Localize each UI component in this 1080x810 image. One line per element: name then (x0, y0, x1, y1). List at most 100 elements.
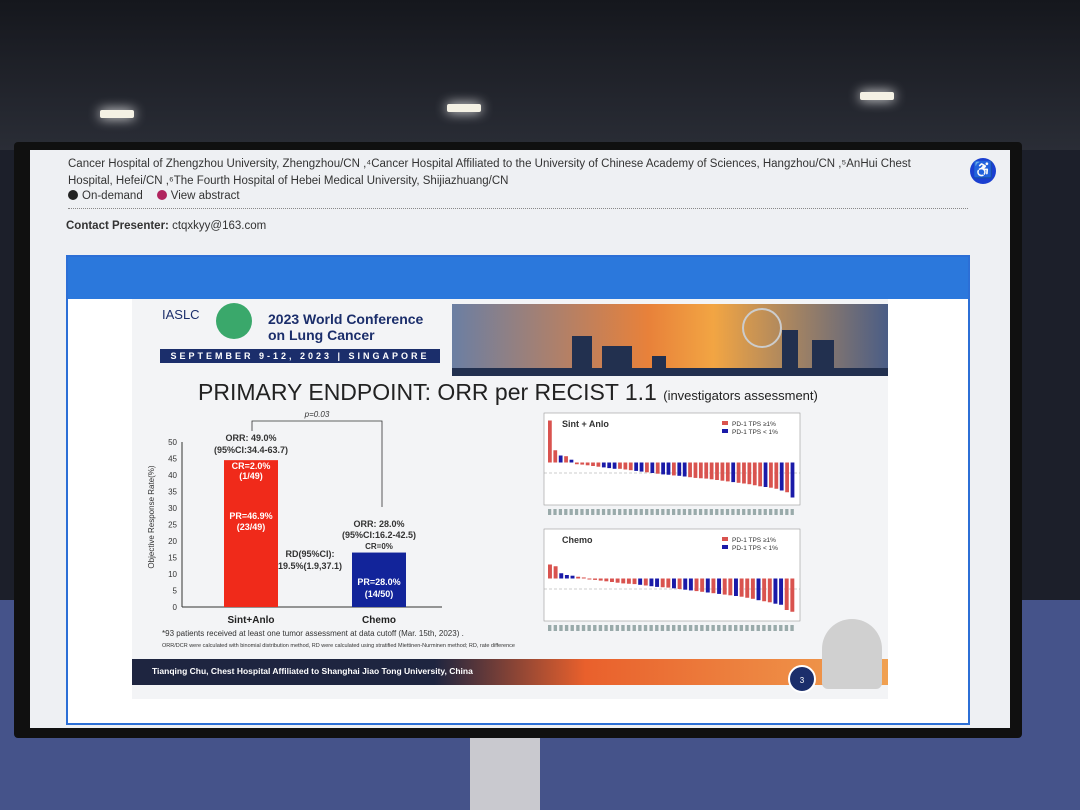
y-tick-label: 0 (173, 603, 178, 612)
waterfall-bar (574, 462, 579, 465)
waterfall-bar (649, 578, 654, 587)
panel-title: Sint + Anlo (562, 419, 609, 429)
ceiling-light (100, 110, 134, 118)
patient-id-label (569, 509, 573, 515)
patient-id-label (623, 509, 627, 515)
annotation-rd_val: 19.5%(1.9,37.1) (278, 561, 342, 571)
x-tick-label: Chemo (362, 615, 396, 626)
waterfall-bar (564, 575, 569, 579)
waterfall-bar (607, 462, 612, 469)
waterfall-bar (779, 462, 784, 491)
waterfall-bar (618, 462, 622, 469)
waterfall-bar (591, 462, 595, 466)
waterfall-bar (655, 578, 660, 587)
patient-id-label (626, 625, 631, 631)
waterfall-bar (709, 462, 714, 480)
bar-sintanlo (224, 460, 278, 607)
legend-label: PD-1 TPS < 1% (732, 545, 778, 552)
waterfall-bar (752, 462, 757, 486)
orr-bar-chart: 0 5 10 15 20 25 30 35 40 45 50 Objective Response R… (147, 410, 442, 626)
venue-ceiling (0, 0, 1080, 150)
p-value: p=0.03 (304, 410, 330, 419)
waterfall-bar (632, 578, 637, 585)
patient-id-label (779, 625, 783, 631)
affiliations: Cancer Hospital of Zhengzhou University,… (68, 156, 948, 190)
patient-id-label (548, 625, 552, 631)
patient-id-label (683, 625, 687, 631)
waterfall-bar (779, 578, 784, 605)
contact-label: Contact Presenter: (66, 220, 169, 232)
contact-email[interactable]: ctqxkyy@163.com (172, 220, 267, 232)
waterfall-bar (672, 578, 676, 589)
waterfall-bar (570, 575, 575, 579)
web-page: Cancer Hospital of Zhengzhou University,… (30, 150, 1010, 728)
waterfall-bar (717, 578, 722, 594)
title-note: (investigators assessment) (663, 388, 818, 403)
view-abstract-link[interactable]: View abstract (156, 190, 240, 202)
waterfall-bar (639, 462, 644, 472)
view-abstract-label: View abstract (170, 190, 240, 202)
patient-id-label (750, 625, 755, 631)
waterfall-bar (581, 577, 586, 579)
patient-id-label (585, 509, 589, 515)
patient-id-label (704, 509, 708, 515)
waterfall-bar (758, 462, 763, 487)
conference-line: 2023 World Conference (268, 311, 424, 327)
divider (68, 208, 968, 209)
patient-id-label (570, 625, 574, 631)
patient-id-label (634, 509, 638, 515)
waterfall-bar (773, 578, 778, 604)
patient-id-label (752, 509, 757, 515)
annotation-pr_a_n: (23/49) (237, 522, 266, 532)
title-text: PRIMARY ENDPOINT: ORR per RECIST 1.1 (198, 379, 657, 405)
waterfall-bar (672, 462, 676, 476)
patient-id-label (593, 625, 597, 631)
patient-id-label (672, 625, 676, 631)
patient-id-label (694, 625, 698, 631)
ceiling-light (860, 92, 894, 100)
patient-id-label (711, 625, 715, 631)
affiliations-line: Hospital, Hefei/CN ,⁶The Fourth Hospital… (68, 175, 509, 187)
patient-id-label (564, 625, 569, 631)
waterfall-bar (661, 462, 665, 475)
waterfall-bar (728, 578, 733, 596)
waterfall-bar (585, 462, 590, 466)
patient-id-label (731, 509, 735, 515)
singapore-skyline-image (452, 304, 888, 376)
y-tick-label: 45 (168, 455, 177, 464)
waterfall-bar (756, 578, 761, 601)
waterfall-bar (666, 462, 671, 475)
x-tick-label: Sint+Anlo (228, 615, 275, 626)
waterfall-bar (612, 462, 617, 469)
patient-id-label (688, 625, 693, 631)
patient-id-label (688, 509, 692, 515)
patient-id-label (621, 625, 625, 631)
waterfall-bar (683, 578, 688, 590)
waterfall-bar (774, 462, 779, 489)
waterfall-bar (615, 578, 620, 583)
waterfall-sint-anlo: Sint + Anlo PD-1 TPS ≥1%PD-1 TPS < 1% (543, 412, 801, 515)
conference-title: 2023 World Conference on Lung Cancer (268, 311, 423, 343)
patient-id-label (639, 509, 643, 515)
waterfall-bar (604, 578, 609, 582)
patient-id-label (725, 509, 730, 515)
slide: IASLC 2023 World Conference on Lung Cance… (132, 299, 888, 699)
patient-id-label (660, 625, 665, 631)
patient-id-label (785, 509, 789, 515)
waterfall-bar (660, 578, 665, 588)
on-demand-link[interactable]: On-demand (68, 190, 143, 202)
waterfall-bar (745, 578, 750, 598)
ceiling-light (447, 104, 481, 112)
conference-dates: SEPTEMBER 9-12, 2023 | SINGAPORE (160, 349, 440, 363)
waterfall-bar (569, 459, 574, 463)
accessibility-icon[interactable]: ♿ (970, 158, 996, 184)
y-tick-label: 40 (168, 471, 177, 480)
patient-id-label (790, 509, 794, 515)
waterfall-chemo: Chemo PD-1 TPS ≥1%PD-1 TPS < 1% (543, 528, 801, 631)
waterfall-bar (558, 455, 563, 463)
page-number: 3 (788, 665, 816, 693)
legend-label: PD-1 TPS ≥1% (732, 421, 776, 428)
y-tick-label: 50 (168, 438, 177, 447)
patient-id-label (612, 509, 616, 515)
patient-id-label (574, 509, 579, 515)
